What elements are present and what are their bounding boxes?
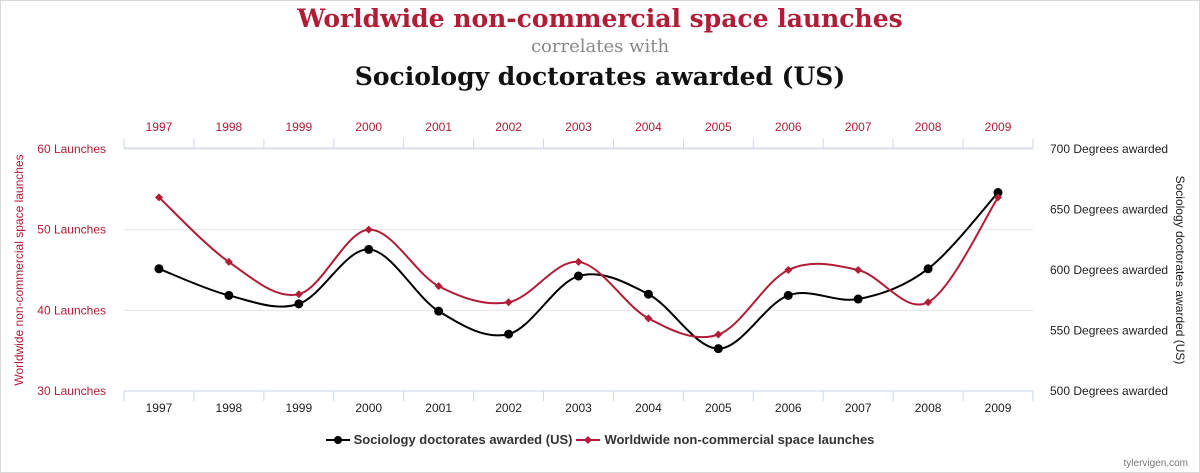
x-top-tick-label: 2008 [915,120,942,134]
data-point-launches [294,290,303,299]
data-point-doctorates [504,329,514,339]
data-point-launches [434,282,443,291]
data-point-launches [364,225,373,234]
data-point-doctorates [923,264,933,274]
y-left-tick-label: 30 Launches [37,384,106,398]
data-point-launches [714,330,723,339]
data-point-launches [994,193,1003,202]
x-bottom-tick-label: 2003 [565,401,592,415]
x-bottom-tick-label: 2008 [915,401,942,415]
series-line-doctorates [158,191,999,350]
x-bottom-tick-label: 1997 [146,401,173,415]
x-top-tick-label: 2003 [565,120,592,134]
y-left-tick-label: 60 Launches [37,142,106,156]
x-bottom-tick-label: 2005 [705,401,732,415]
x-bottom-tick-label: 2009 [985,401,1012,415]
x-bottom-tick-label: 2001 [425,401,452,415]
chart-title: Worldwide non-commercial space launches [297,4,903,33]
axes: 30 Launches 40 Launches 50 Launches 60 Laun… [12,120,1187,415]
x-top-tick-label: 2005 [705,120,732,134]
y-left-axis-title: Worldwide non-commercial space launches [12,154,26,385]
data-point-doctorates [364,244,374,254]
x-top-tick-label: 2007 [845,120,872,134]
x-top-tick-label: 2009 [985,120,1012,134]
x-top-tick-label: 1997 [146,120,173,134]
x-top-tick-label: 2000 [355,120,382,134]
legend-item-launches[interactable]: Worldwide non-commercial space launches [576,432,874,447]
x-top-tick-label: 2002 [495,120,522,134]
data-point-launches [504,298,513,307]
x-bottom-tick-label: 2002 [495,401,522,415]
legend-label-doctorates: Sociology doctorates awarded (US) [353,432,573,447]
legend-swatch-doctorates [325,435,350,444]
x-bottom-tick-label: 2006 [775,401,802,415]
data-point-doctorates [713,344,723,354]
y-right-tick-label: 550 Degrees awarded [1050,324,1168,338]
x-top-tick-label: 2004 [635,120,662,134]
data-point-launches [224,257,233,266]
y-right-tick-label: 600 Degrees awarded [1050,263,1168,277]
data-point-doctorates [643,289,653,299]
series-line-launches [158,196,999,339]
y-right-tick-label: 700 Degrees awarded [1050,142,1168,156]
data-point-doctorates [154,264,164,274]
source-credit: tylervigen.com [1123,458,1188,469]
data-point-doctorates [224,290,234,300]
y-right-tick-label: 650 Degrees awarded [1050,203,1168,217]
data-point-launches [854,266,863,274]
x-top-tick-label: 2001 [425,120,452,134]
data-point-doctorates [574,271,583,281]
legend-item-doctorates[interactable]: Sociology doctorates awarded (US) [325,432,573,447]
y-right-tick-label: 500 Degrees awarded [1050,384,1168,398]
data-point-doctorates [294,299,304,309]
x-bottom-tick-label: 1999 [285,401,312,415]
series-markers [154,188,1003,354]
x-bottom-tick-label: 1998 [216,401,243,415]
chart-title-secondary: Sociology doctorates awarded (US) [354,62,846,91]
data-point-launches [644,314,653,323]
data-point-launches [784,266,793,274]
chart-subtitle: correlates with [530,36,670,57]
x-bottom-tick-label: 2000 [355,401,382,415]
x-top-tick-label: 2006 [775,120,802,134]
x-top-tick-label: 1999 [285,120,312,134]
x-bottom-tick-label: 2007 [845,401,872,415]
x-bottom-tick-label: 2004 [635,401,662,415]
legend: Sociology doctorates awarded (US) Worldw… [0,432,1200,447]
y-left-tick-label: 40 Launches [37,303,106,317]
data-point-launches [154,193,163,202]
legend-label-launches: Worldwide non-commercial space launches [604,432,875,447]
data-point-doctorates [783,290,793,300]
grid-lines [124,148,1033,392]
legend-swatch-launches [576,435,601,444]
data-point-launches [574,257,583,266]
data-point-doctorates [993,188,1003,198]
y-left-tick-label: 50 Launches [37,223,106,237]
y-right-axis-title: Sociology doctorates awarded (US) [1173,176,1187,365]
data-point-doctorates [434,306,444,316]
x-top-tick-label: 1998 [216,120,243,134]
data-point-launches [924,298,933,307]
data-point-doctorates [853,294,863,304]
series-lines [158,191,999,350]
